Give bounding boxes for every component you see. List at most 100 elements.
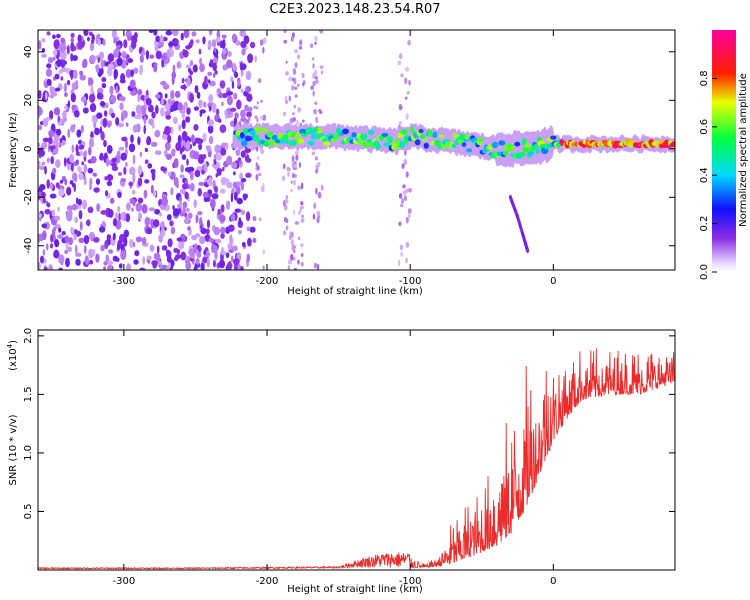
- noise-blob: [74, 244, 78, 255]
- noise-blob: [174, 39, 179, 45]
- streak-blob: [319, 65, 324, 70]
- streak-blob: [315, 116, 319, 124]
- streak-blob: [293, 249, 296, 254]
- y-tick-label: 20: [23, 94, 34, 107]
- noise-blob: [67, 128, 71, 139]
- noise-blob: [213, 47, 217, 53]
- noise-blob: [69, 153, 75, 163]
- track-point: [282, 134, 289, 140]
- streak-blob: [312, 72, 316, 80]
- noise-blob: [158, 212, 163, 217]
- noise-blob: [96, 203, 101, 212]
- noise-blob: [67, 246, 72, 252]
- streak-blob: [300, 261, 304, 267]
- noise-blob: [189, 182, 195, 192]
- noise-blob: [173, 158, 179, 168]
- noise-blob: [199, 111, 203, 117]
- noise-blob: [64, 249, 68, 254]
- noise-blob: [43, 266, 48, 270]
- noise-blob: [153, 30, 158, 36]
- streak-blob: [293, 209, 296, 216]
- noise-blob: [96, 92, 102, 100]
- colorbar-label: Normalized spectral amplitude: [738, 73, 749, 227]
- noise-blob: [226, 59, 233, 69]
- noise-blob: [70, 37, 75, 43]
- noise-blob: [174, 90, 181, 99]
- noise-blob: [164, 110, 171, 116]
- track-point: [249, 129, 256, 136]
- noise-blob: [68, 237, 74, 246]
- noise-blob: [202, 191, 209, 198]
- noise-blob: [143, 124, 146, 135]
- noise-blob: [152, 190, 157, 197]
- noise-blob: [146, 135, 152, 146]
- track-point: [422, 137, 427, 142]
- noise-blob: [135, 236, 143, 243]
- streak-blob: [316, 216, 320, 224]
- noise-blob: [166, 49, 172, 59]
- noise-blob: [120, 152, 127, 161]
- noise-blob: [49, 181, 54, 190]
- noise-blob: [165, 114, 171, 120]
- noise-blob: [168, 262, 171, 269]
- noise-blob: [214, 144, 221, 154]
- streak-blob: [408, 213, 411, 219]
- noise-blob: [64, 235, 69, 243]
- streak-blob: [300, 243, 304, 247]
- noise-blob: [233, 92, 238, 100]
- streak-blob: [300, 182, 304, 190]
- noise-blob: [69, 180, 74, 185]
- noise-blob: [139, 66, 143, 76]
- noise-blob: [56, 58, 62, 67]
- noise-blob: [225, 252, 230, 259]
- noise-blob: [141, 50, 146, 56]
- noise-blob: [74, 228, 78, 235]
- noise-blob: [245, 70, 252, 81]
- noise-blob: [93, 187, 100, 193]
- streak-blob: [398, 192, 403, 199]
- streak-blob: [311, 151, 316, 156]
- noise-blob: [125, 161, 128, 167]
- noise-blob: [137, 89, 143, 96]
- noise-blob: [52, 34, 56, 39]
- noise-blob: [58, 267, 64, 270]
- streak-blob: [256, 101, 260, 105]
- noise-blob: [132, 154, 136, 165]
- track-point: [414, 139, 421, 146]
- noise-blob: [79, 221, 83, 231]
- y-tick-label: 1.0: [23, 445, 34, 461]
- noise-blob: [58, 254, 65, 265]
- noise-blob: [132, 124, 139, 133]
- track-point: [452, 133, 459, 140]
- streak-blob: [283, 30, 287, 34]
- streak-blob: [408, 187, 412, 193]
- noise-blob: [143, 116, 147, 125]
- track-point: [242, 127, 249, 135]
- noise-blob: [234, 40, 241, 46]
- streak-blob: [294, 150, 299, 155]
- track-point: [518, 152, 526, 157]
- noise-blob: [101, 82, 107, 89]
- noise-blob: [88, 146, 92, 156]
- noise-blob: [170, 226, 176, 235]
- track-point: [435, 140, 442, 145]
- noise-blob: [168, 41, 174, 47]
- noise-blob: [88, 77, 94, 86]
- noise-blob: [125, 122, 129, 127]
- streak-blob: [314, 69, 318, 76]
- noise-blob: [111, 157, 118, 163]
- noise-blob: [227, 50, 232, 58]
- noise-blob: [41, 191, 46, 199]
- x-tick-label: -100: [399, 576, 422, 587]
- streak-blob: [287, 171, 290, 177]
- noise-blob: [235, 149, 241, 157]
- noise-blob: [239, 172, 244, 180]
- noise-blob: [207, 189, 213, 194]
- noise-blob: [184, 212, 188, 218]
- streak-blob: [400, 73, 405, 78]
- noise-blob: [231, 245, 238, 252]
- track-point: [271, 134, 279, 141]
- spectrogram-y-ticks: -40 -20 0 20 40: [23, 45, 675, 254]
- track-point: [341, 128, 349, 135]
- streak-blob: [408, 79, 411, 86]
